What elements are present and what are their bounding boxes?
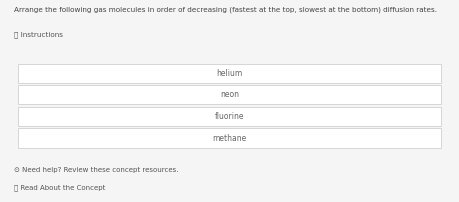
Text: ⓘ Instructions: ⓘ Instructions [14, 31, 63, 38]
FancyBboxPatch shape [18, 85, 441, 104]
FancyBboxPatch shape [18, 64, 441, 83]
Text: ⊙ Need help? Review these concept resources.: ⊙ Need help? Review these concept resour… [14, 167, 178, 173]
Text: helium: helium [216, 69, 243, 78]
Text: neon: neon [220, 90, 239, 99]
Text: methane: methane [213, 134, 246, 143]
FancyBboxPatch shape [18, 128, 441, 148]
Text: ⓘ Read About the Concept: ⓘ Read About the Concept [14, 185, 105, 191]
FancyBboxPatch shape [18, 107, 441, 126]
Text: Arrange the following gas molecules in order of decreasing (fastest at the top, : Arrange the following gas molecules in o… [14, 6, 437, 13]
Text: fluorine: fluorine [215, 112, 244, 121]
